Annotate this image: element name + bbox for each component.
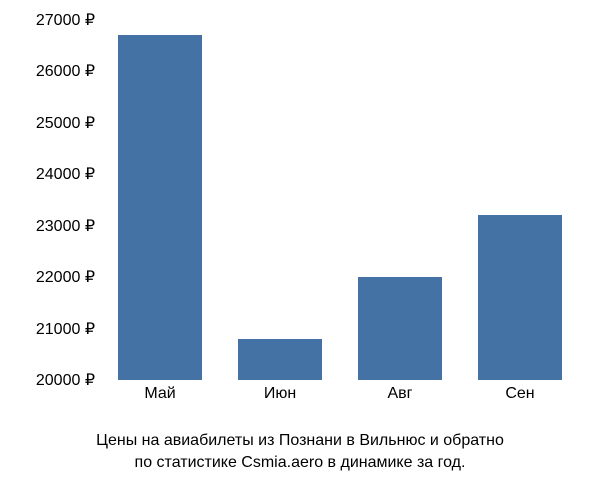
bar: [478, 215, 562, 380]
y-tick-label: 27000 ₽: [36, 10, 95, 30]
x-tick-label: Июн: [264, 385, 296, 403]
y-tick-label: 23000 ₽: [36, 216, 95, 236]
y-tick-label: 22000 ₽: [36, 267, 95, 287]
bar: [358, 277, 442, 380]
y-tick-label: 24000 ₽: [36, 164, 95, 184]
x-axis: Май Июн Авг Сен: [100, 385, 580, 415]
y-axis: 20000 ₽21000 ₽22000 ₽23000 ₽24000 ₽25000…: [10, 20, 95, 380]
caption-line-2: по статистике Csmia.aero в динамике за г…: [135, 454, 466, 471]
y-tick-label: 21000 ₽: [36, 319, 95, 339]
price-chart: 20000 ₽ 21000 ₽ 22000 ₽ 23000 ₽ 24000 ₽ 25000…: [0, 0, 600, 430]
bar: [118, 35, 202, 380]
y-tick-label: 20000 ₽: [36, 370, 95, 390]
chart-caption: Цены на авиабилеты из Познани в Вильнюс …: [0, 430, 600, 475]
plot-area: 20000 ₽21000 ₽22000 ₽23000 ₽24000 ₽25000…: [100, 20, 580, 380]
y-tick-label: 26000 ₽: [36, 61, 95, 81]
x-tick-label: Сен: [505, 385, 534, 403]
bars-group: [100, 20, 580, 380]
y-tick-label: 25000 ₽: [36, 113, 95, 133]
x-tick-label: Май: [144, 385, 175, 403]
x-tick-label: Авг: [387, 385, 412, 403]
bar: [238, 339, 322, 380]
caption-line-1: Цены на авиабилеты из Познани в Вильнюс …: [96, 432, 504, 449]
